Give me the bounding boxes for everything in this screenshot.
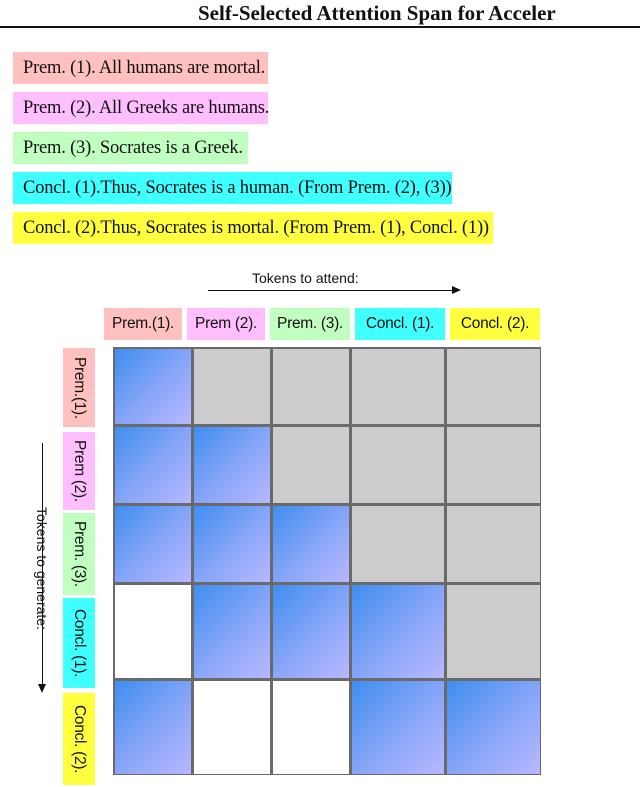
column-label: Concl. (2). <box>450 308 540 340</box>
page-header-title: Self-Selected Attention Span for Acceler <box>198 1 556 25</box>
grid-cell-skipped <box>115 585 191 678</box>
row-label: Prem. (3). <box>63 513 95 595</box>
sentence-concl1: Concl. (1).Thus, Socrates is a human. (F… <box>13 172 452 204</box>
grid-cell-active <box>115 427 191 503</box>
grid-cell-masked <box>273 349 349 424</box>
sentence-prem3: Prem. (3). Socrates is a Greek. <box>13 132 248 164</box>
grid-cell-masked <box>352 506 444 582</box>
row-label: Prem (2). <box>63 432 95 510</box>
grid-cell-masked <box>352 349 444 424</box>
grid-cell-active <box>273 585 349 678</box>
grid-cell-skipped <box>273 681 349 774</box>
grid-cell-masked <box>447 506 540 582</box>
grid-cell-skipped <box>194 681 270 774</box>
grid-cell-active <box>115 506 191 582</box>
grid-cell-active <box>115 681 191 774</box>
grid-cell-masked <box>447 427 540 503</box>
grid-cell-masked <box>447 349 540 424</box>
grid-cell-active <box>352 681 444 774</box>
x-axis-arrow <box>208 290 453 291</box>
y-axis-arrow <box>42 443 43 685</box>
grid-cell-masked <box>194 349 270 424</box>
attention-mask-grid <box>113 347 541 775</box>
sentence-prem2: Prem. (2). All Greeks are humans. <box>13 92 269 124</box>
column-label: Prem. (3). <box>270 308 350 340</box>
sentence-prem1: Prem. (1). All humans are mortal. <box>13 52 268 84</box>
grid-cell-active <box>194 506 270 582</box>
grid-cell-masked <box>352 427 444 503</box>
grid-cell-active <box>352 585 444 678</box>
grid-cell-masked <box>273 427 349 503</box>
grid-cell-active <box>194 585 270 678</box>
row-label: Concl. (1). <box>63 598 95 688</box>
x-axis-arrow-head-icon <box>452 286 461 294</box>
row-label: Prem.(1). <box>63 348 95 427</box>
x-axis-label: Tokens to attend: <box>252 270 359 286</box>
grid-cell-active <box>447 681 540 774</box>
grid-cell-active <box>194 427 270 503</box>
column-label: Prem (2). <box>187 308 265 340</box>
y-axis-arrow-head-icon <box>38 684 46 693</box>
sentence-concl2: Concl. (2).Thus, Socrates is mortal. (Fr… <box>13 212 493 244</box>
column-label: Prem.(1). <box>104 308 182 340</box>
column-label: Concl. (1). <box>355 308 445 340</box>
grid-cell-active <box>273 506 349 582</box>
header-rule <box>0 26 640 28</box>
grid-cell-masked <box>447 585 540 678</box>
row-label: Concl. (2). <box>63 693 95 785</box>
grid-cell-active <box>115 349 191 424</box>
